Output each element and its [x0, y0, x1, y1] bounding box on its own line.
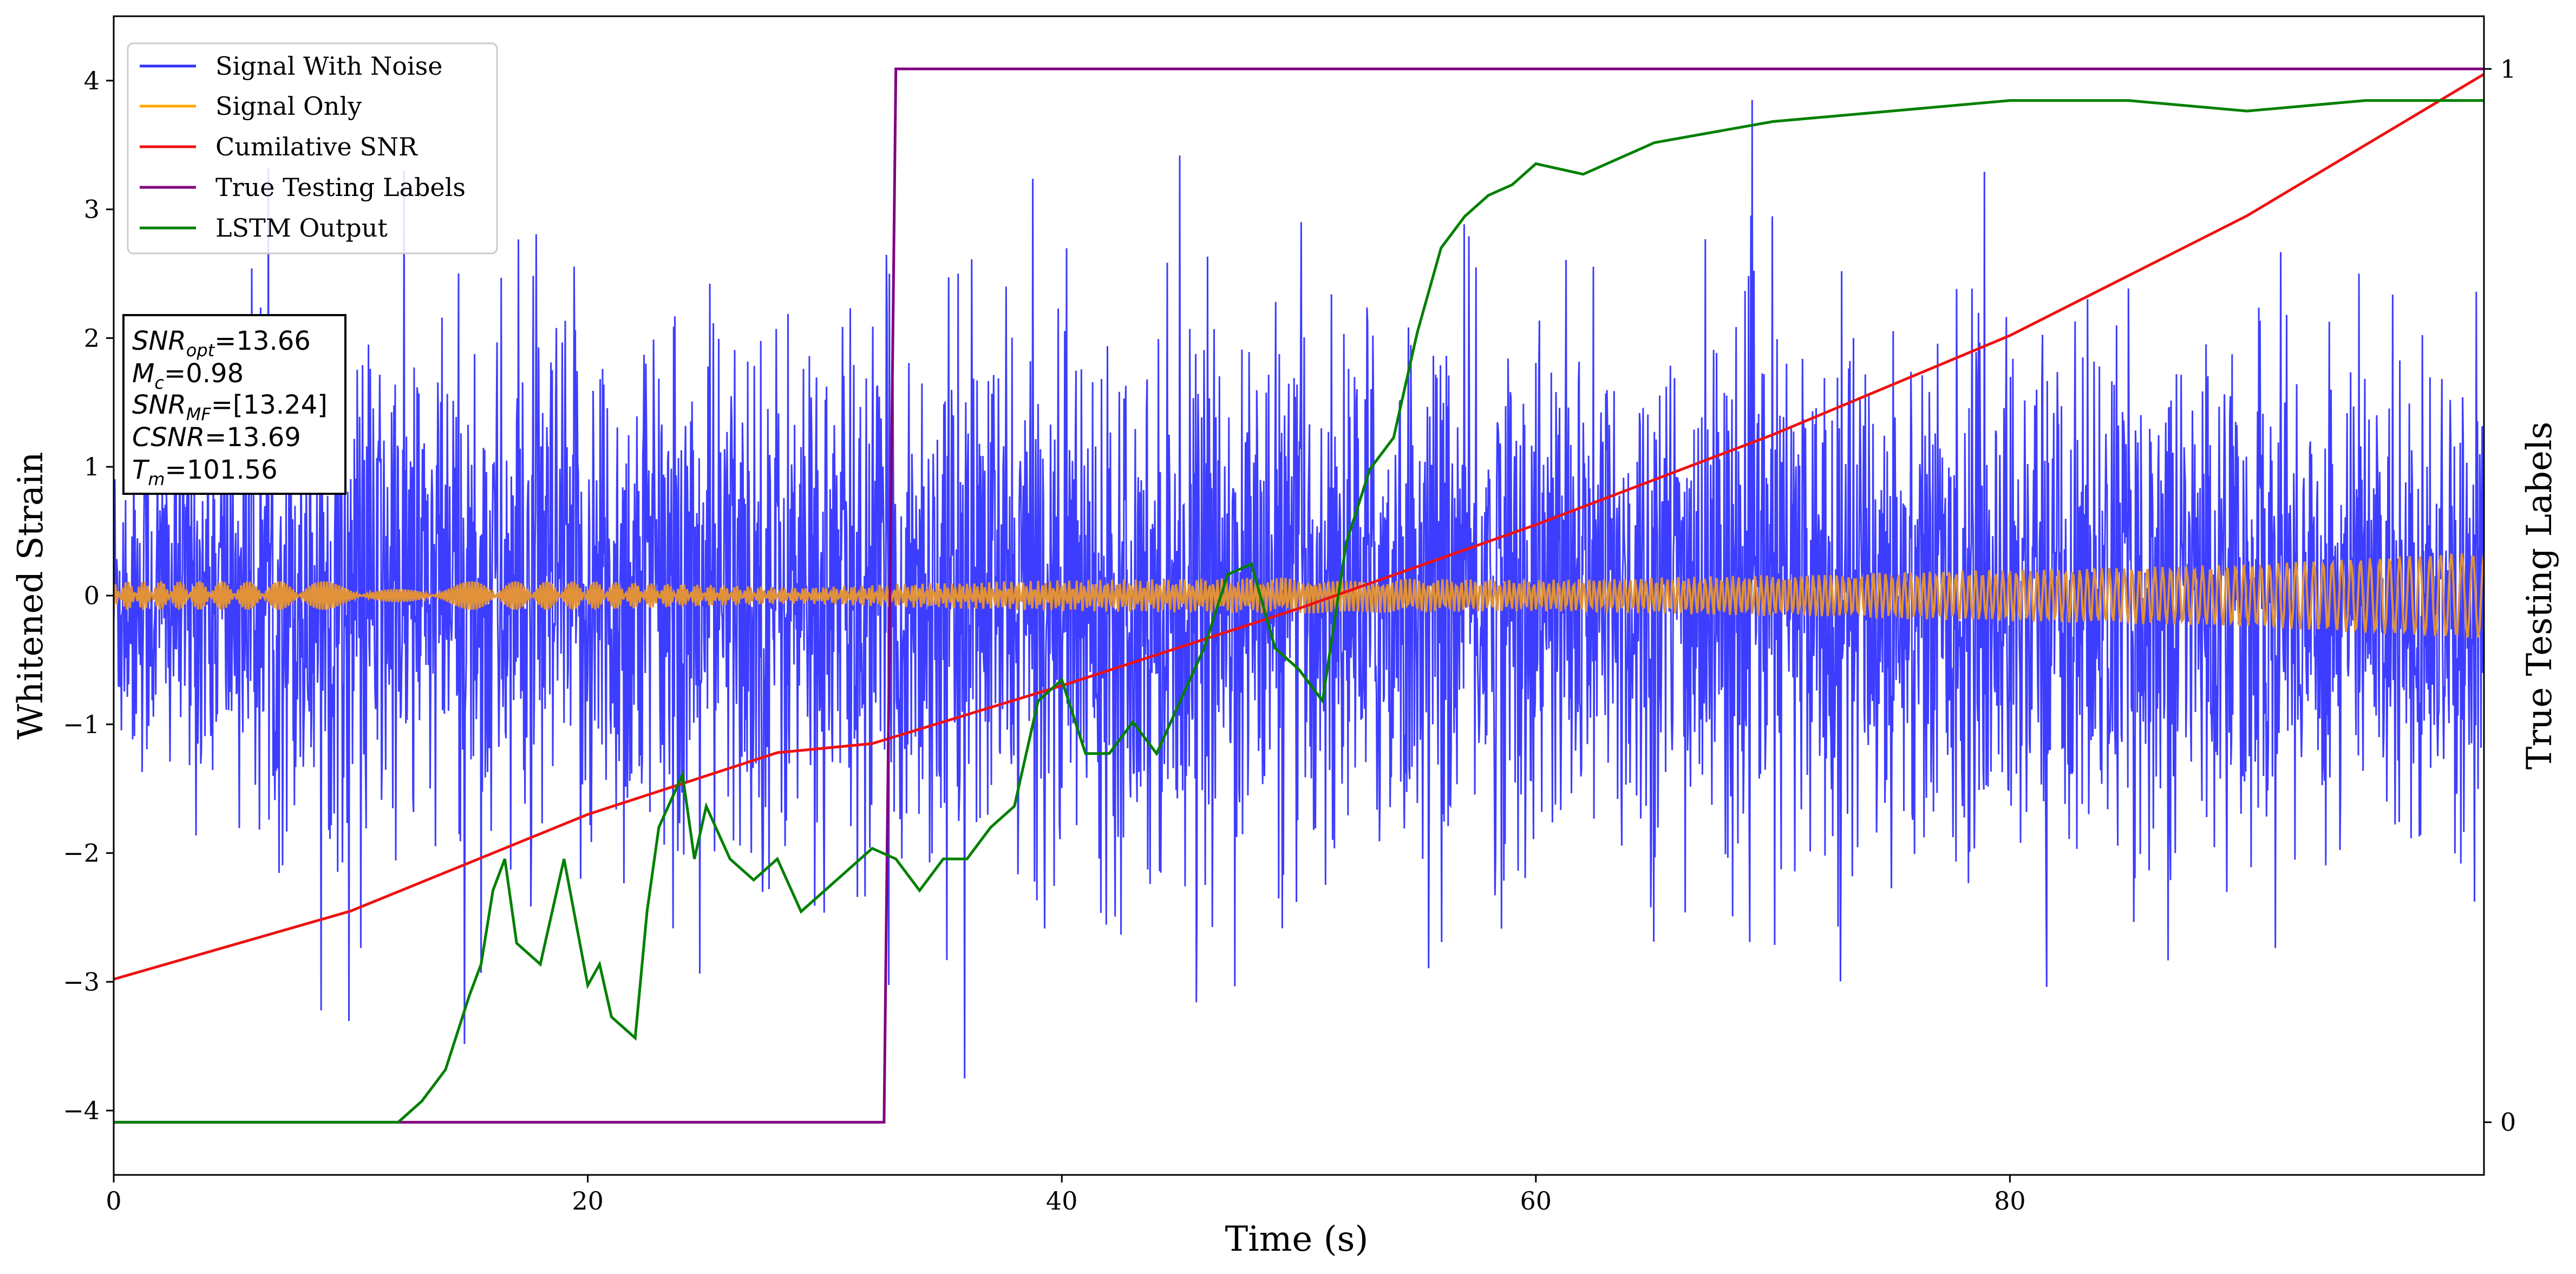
legend-label-lstm-output: LSTM Output: [215, 213, 388, 243]
stats-annotation: SNRopt=13.66 Mc=0.98 SNRMF=[13.24] CSNR=…: [122, 314, 346, 495]
y2-tick-label: 0: [2500, 1108, 2516, 1137]
y-tick-label: 1: [84, 452, 100, 481]
series-true-testing-labels: [114, 67, 2484, 1124]
x-axis-title: Time (s): [1225, 1219, 1369, 1259]
y-axis-ticks: −4 −3 −2 −1 0 1 2 3 4: [63, 66, 114, 1125]
x-tick-label: 0: [106, 1186, 121, 1216]
legend: Signal With Noise Signal Only Cumilative…: [127, 42, 498, 254]
x-tick-label: 20: [572, 1186, 604, 1216]
x-tick-label: 60: [1520, 1186, 1552, 1216]
series-signal-only: [114, 553, 2484, 638]
x-tick-label: 80: [1994, 1186, 2026, 1216]
annotation-tm: Tm=101.56: [132, 455, 278, 489]
y-tick-label: 4: [84, 66, 100, 95]
legend-label-true-testing-labels: True Testing Labels: [215, 173, 466, 202]
legend-box: [127, 42, 498, 254]
annotation-mc: Mc=0.98: [132, 358, 244, 393]
y-tick-label: −3: [63, 967, 100, 996]
y-tick-label: −4: [63, 1096, 100, 1125]
legend-label-signal-with-noise: Signal With Noise: [215, 51, 442, 81]
annotation-box: [122, 314, 346, 495]
series-cumilative-snr: [114, 73, 2484, 981]
annotation-csnr: CSNR=13.69: [132, 422, 301, 453]
y2-axis-title: True Testing Labels: [2520, 422, 2560, 770]
y-tick-label: 2: [84, 323, 100, 352]
lstm-output-line: [114, 99, 2484, 1124]
y2-axis-ticks: 01: [2484, 54, 2516, 1137]
y-axis-title: Whitened Strain: [11, 452, 51, 739]
annotation-snr-opt: SNRopt=13.66: [132, 326, 311, 361]
cumilative-snr-line: [114, 73, 2484, 981]
x-axis-ticks: 0 20 40 60 80: [106, 1175, 2026, 1216]
y2-tick-label: 1: [2500, 54, 2516, 83]
y-tick-label: −2: [63, 839, 100, 868]
y-tick-label: −1: [63, 710, 100, 739]
true-testing-labels-line: [114, 67, 2484, 1124]
series-lstm-output: [114, 99, 2484, 1124]
legend-label-signal-only: Signal Only: [215, 92, 362, 121]
y-tick-label: 3: [84, 195, 100, 224]
legend-label-cumilative-snr: Cumilative SNR: [215, 132, 418, 161]
x-tick-label: 40: [1046, 1186, 1078, 1216]
y-tick-label: 0: [84, 581, 100, 610]
signal-only-line: [114, 553, 2484, 638]
annotation-snr-mf: SNRMF=[13.24]: [132, 390, 328, 424]
